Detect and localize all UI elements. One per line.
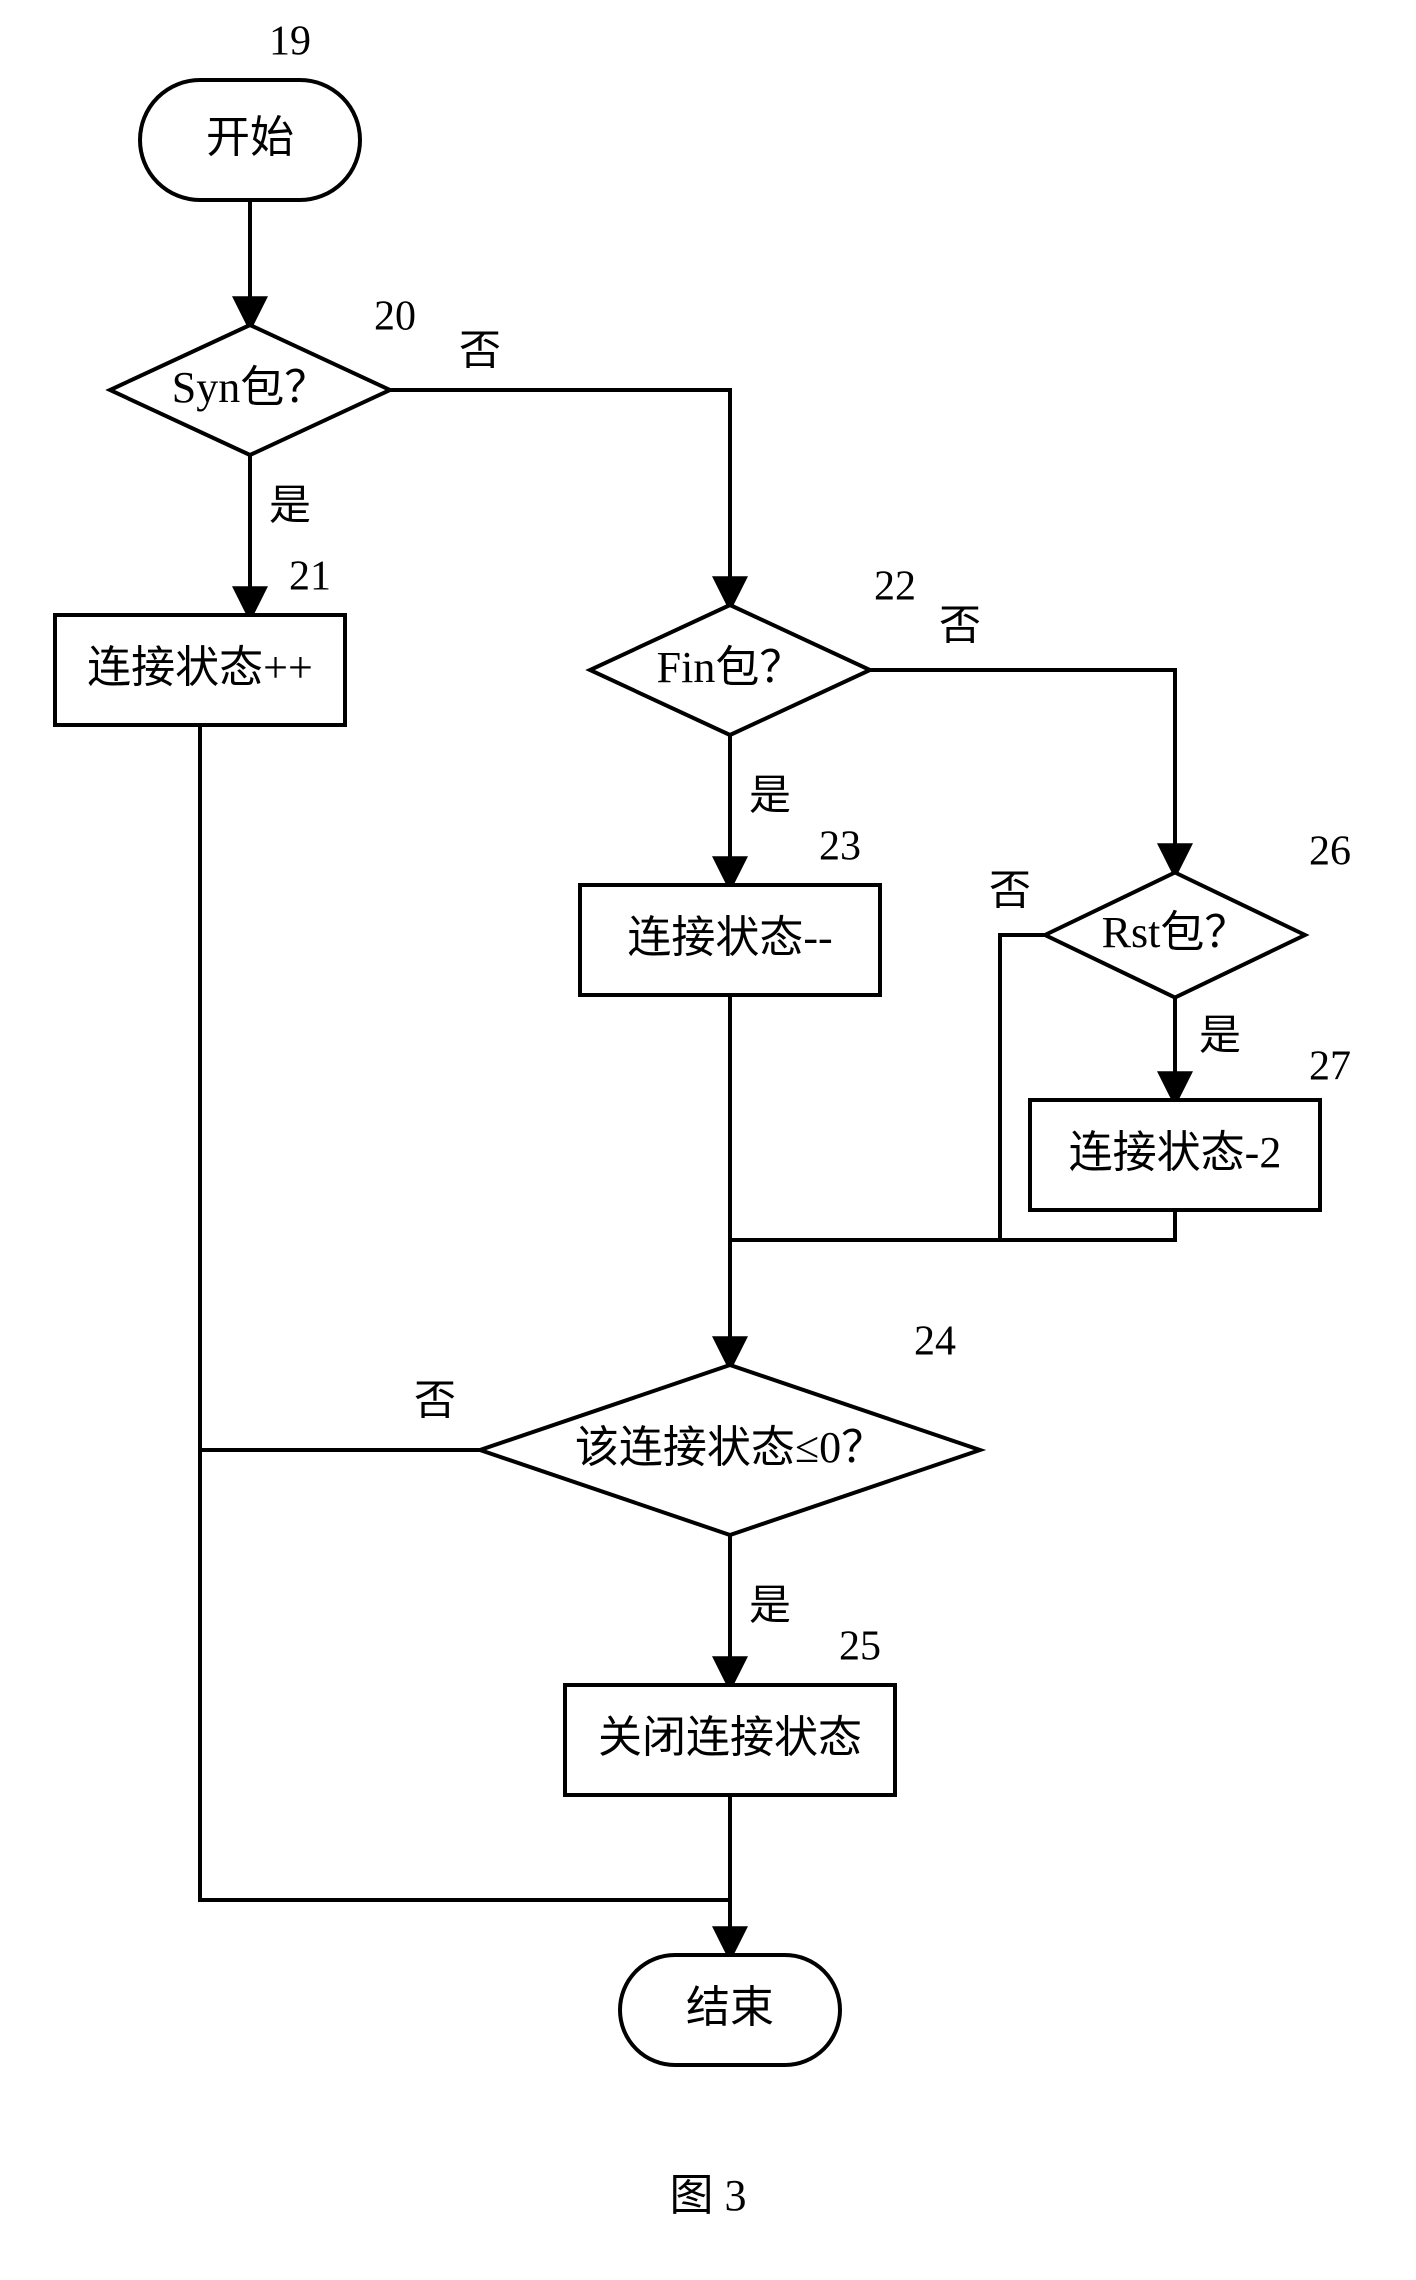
edge-label: 是 xyxy=(269,484,311,530)
node-id-sub2: 27 xyxy=(1309,1044,1351,1090)
node-id-close: 25 xyxy=(839,1624,881,1670)
node-id-leq0: 24 xyxy=(914,1319,956,1365)
edge-label: 否 xyxy=(459,329,501,375)
edge xyxy=(390,390,730,605)
edge xyxy=(200,1450,730,1900)
figure-caption: 图 3 xyxy=(670,2171,747,2220)
edge-label: 否 xyxy=(939,604,981,650)
node-label-fin: Fin包？ xyxy=(657,643,804,692)
edge-label: 否 xyxy=(989,869,1031,915)
node-id-decr: 23 xyxy=(819,824,861,870)
node-label-close: 关闭连接状态 xyxy=(598,1713,862,1762)
node-label-decr: 连接状态-- xyxy=(627,913,832,962)
node-id-start: 19 xyxy=(269,19,311,65)
node-id-rst: 26 xyxy=(1309,829,1351,875)
node-id-incr: 21 xyxy=(289,554,331,600)
flowchart-canvas: 是否是否是否是否开始Syn包？连接状态++Fin包？连接状态--Rst包？连接状… xyxy=(0,0,1416,2280)
edge xyxy=(730,1210,1175,1240)
edge-label: 否 xyxy=(414,1379,456,1425)
node-label-start: 开始 xyxy=(206,113,294,162)
node-id-fin: 22 xyxy=(874,564,916,610)
node-label-syn: Syn包？ xyxy=(172,363,328,412)
node-label-end: 结束 xyxy=(686,1983,774,2032)
edge-label: 是 xyxy=(749,1584,791,1630)
edge xyxy=(870,670,1175,872)
node-id-syn: 20 xyxy=(374,294,416,340)
edge-label: 是 xyxy=(749,774,791,820)
edge-label: 是 xyxy=(1199,1014,1241,1060)
nodes-group: 开始 Syn包？ 连接状态++ Fin包？ 连接状态-- Rst包？ 连接状态-2 该连接状态… xyxy=(55,80,1320,2065)
node-label-sub2: 连接状态-2 xyxy=(1069,1128,1282,1177)
node-label-incr: 连接状态++ xyxy=(87,643,313,692)
node-label-leq0: 该连接状态≤0？ xyxy=(575,1423,885,1472)
node-label-rst: Rst包？ xyxy=(1102,908,1249,957)
